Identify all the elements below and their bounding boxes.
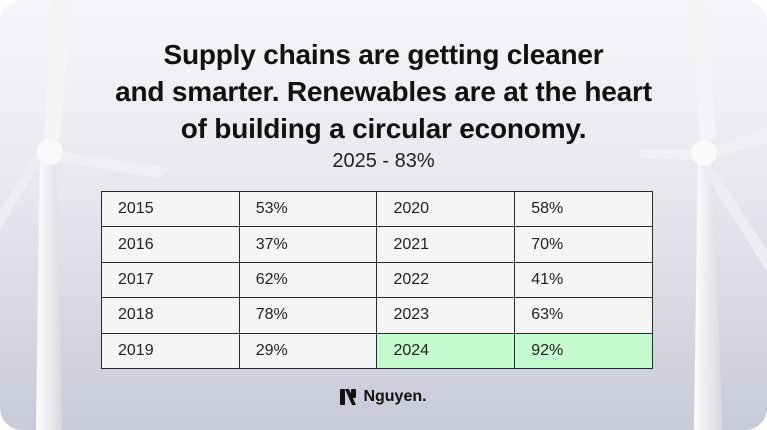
- value-cell: 78%: [238, 297, 378, 334]
- percentage-table: 2015 53% 2020 58% 2016 37% 2021 70% 2017…: [101, 190, 653, 369]
- value-cell: 53%: [238, 190, 378, 228]
- subtitle: 2025 - 83%: [332, 150, 435, 172]
- headline-line: of building a circular economy.: [180, 113, 587, 144]
- year-cell: 2021: [376, 226, 516, 263]
- value-cell: 63%: [514, 297, 653, 334]
- headline-line: and smarter. Renewables are at the heart: [115, 76, 652, 107]
- brand-name: Nguyen.: [363, 388, 427, 405]
- value-cell: 41%: [514, 261, 653, 299]
- right-turbine: [640, 0, 767, 430]
- year-cell: 2018: [101, 297, 240, 334]
- value-cell: 29%: [238, 332, 378, 369]
- value-cell: 37%: [238, 226, 378, 263]
- table-row: 2015 53% 2020 58%: [101, 190, 653, 228]
- value-cell: 62%: [238, 261, 378, 299]
- table-row: 2018 78% 2023 63%: [101, 297, 653, 334]
- table-row: 2016 37% 2021 70%: [101, 226, 653, 263]
- value-cell: 58%: [514, 190, 653, 228]
- headline: Supply chains are getting cleaner and sm…: [90, 36, 677, 147]
- table-row: 2017 62% 2022 41%: [101, 261, 653, 299]
- highlighted-year-cell: 2024: [376, 332, 516, 369]
- year-cell: 2020: [376, 190, 516, 228]
- value-cell: 70%: [514, 226, 653, 263]
- year-cell: 2016: [101, 226, 240, 263]
- left-turbine: [0, 0, 170, 430]
- year-cell: 2019: [101, 332, 240, 369]
- nguyen-logo-icon: [340, 389, 357, 405]
- year-cell: 2022: [376, 261, 516, 299]
- headline-line: Supply chains are getting cleaner: [163, 39, 604, 70]
- table-row: 2019 29% 2024 92%: [101, 332, 653, 369]
- year-cell: 2017: [101, 261, 240, 299]
- year-cell: 2023: [376, 297, 516, 334]
- highlighted-value-cell: 92%: [514, 332, 653, 369]
- brand: Nguyen.: [0, 388, 767, 406]
- year-cell: 2015: [101, 190, 240, 228]
